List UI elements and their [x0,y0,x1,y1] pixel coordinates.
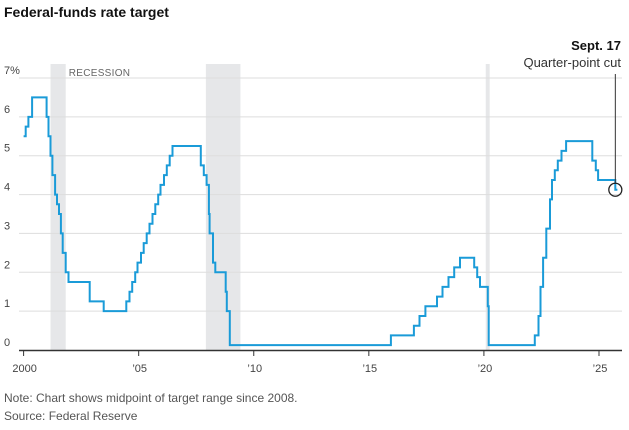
y-tick-label: 2 [4,259,10,271]
y-tick-label: 1 [4,298,10,310]
y-tick-label: 3 [4,220,10,232]
chart-title: Federal-funds rate target [4,4,169,20]
recession-band [485,64,490,350]
annotation-text: Quarter-point cut [523,55,621,70]
recession-bands: RECESSION [50,64,490,350]
annotation-group [608,74,623,197]
x-tick-label: ’15 [362,363,377,375]
x-tick-label: ’05 [132,363,147,375]
recession-label: RECESSION [69,68,131,79]
y-tick-label: 7% [4,65,20,77]
gridlines: 0 1 2 3 4 5 6 7% [4,65,622,349]
x-tick-label: ’25 [593,363,608,375]
y-tick-label: 0 [4,337,10,349]
x-tick-label: ’10 [247,363,262,375]
rate-line [23,96,618,347]
chart-note: Note: Chart shows midpoint of target ran… [4,391,298,405]
recession-band [205,64,241,350]
annotation-date: Sept. 17 [571,38,621,53]
x-tick-label: 2000 [12,363,36,375]
x-axis: 2000 ’05 ’10 ’15 ’20 ’25 [12,349,622,375]
chart-source: Source: Federal Reserve [4,409,138,423]
rate-line-group [23,96,618,347]
y-tick-label: 5 [4,143,10,155]
annotation-marker [608,182,623,197]
y-tick-label: 4 [4,182,10,194]
y-tick-label: 6 [4,104,10,116]
x-tick-label: ’20 [478,363,493,375]
rate-chart: RECESSION 0 1 2 3 4 5 6 7% 2000 ’05 ’10 ’15 ’20 ’25 [4,64,623,375]
